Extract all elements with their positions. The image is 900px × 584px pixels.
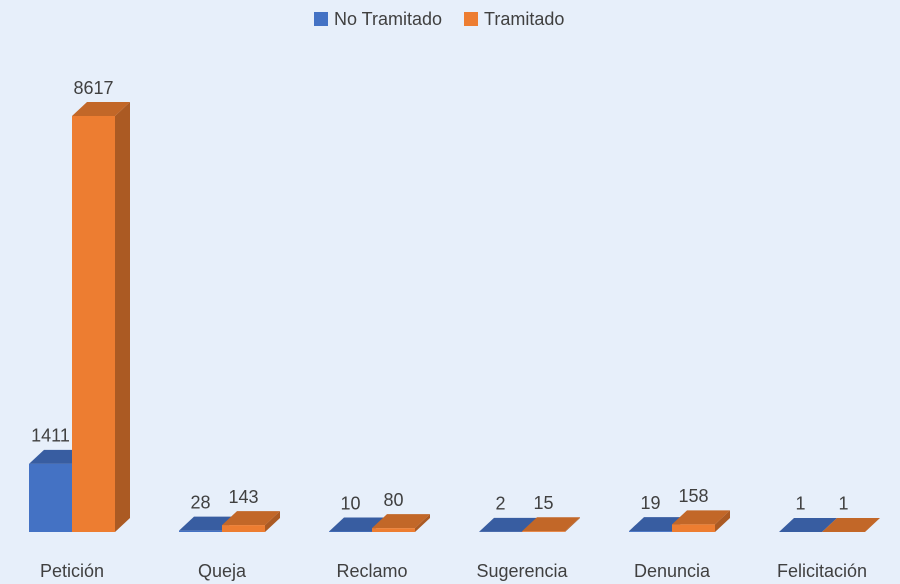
data-label: 1 bbox=[838, 494, 848, 514]
legend-label: Tramitado bbox=[484, 9, 564, 29]
bar bbox=[29, 463, 72, 532]
bar bbox=[222, 525, 265, 532]
x-tick-label: Queja bbox=[198, 561, 247, 581]
bar bbox=[522, 531, 565, 532]
data-label: 143 bbox=[228, 487, 258, 507]
data-label: 15 bbox=[533, 493, 553, 513]
data-label: 28 bbox=[190, 492, 210, 512]
data-label: 8617 bbox=[73, 78, 113, 98]
data-label: 2 bbox=[495, 494, 505, 514]
x-tick-label: Petición bbox=[40, 561, 104, 581]
legend-swatch bbox=[314, 12, 328, 26]
bar-side bbox=[565, 517, 580, 532]
bar-top bbox=[822, 517, 880, 532]
bar-side bbox=[415, 514, 430, 532]
x-tick-label: Felicitación bbox=[777, 561, 867, 581]
legend-label: No Tramitado bbox=[334, 9, 442, 29]
bar-top bbox=[672, 510, 730, 525]
data-label: 1 bbox=[795, 494, 805, 514]
x-tick-label: Reclamo bbox=[336, 561, 407, 581]
x-tick-label: Sugerencia bbox=[476, 561, 568, 581]
bar-top bbox=[522, 517, 580, 532]
bar-side bbox=[865, 517, 880, 532]
bar-side bbox=[115, 102, 130, 532]
bar-top bbox=[72, 102, 130, 116]
bar bbox=[72, 116, 115, 532]
bar-top bbox=[779, 517, 837, 532]
data-label: 158 bbox=[678, 486, 708, 506]
bar-top bbox=[222, 511, 280, 526]
x-tick-label: Denuncia bbox=[634, 561, 711, 581]
bar-side bbox=[715, 510, 730, 532]
bar bbox=[672, 524, 715, 532]
data-label: 1411 bbox=[31, 426, 70, 446]
data-label: 80 bbox=[383, 490, 403, 510]
bar bbox=[179, 530, 222, 532]
data-label: 10 bbox=[340, 493, 360, 513]
bar-top bbox=[372, 514, 430, 529]
legend-swatch bbox=[464, 12, 478, 26]
bar bbox=[629, 531, 672, 532]
bar bbox=[372, 528, 415, 532]
bar-top bbox=[479, 517, 537, 532]
bar-side bbox=[265, 511, 280, 532]
data-label: 19 bbox=[640, 493, 660, 513]
